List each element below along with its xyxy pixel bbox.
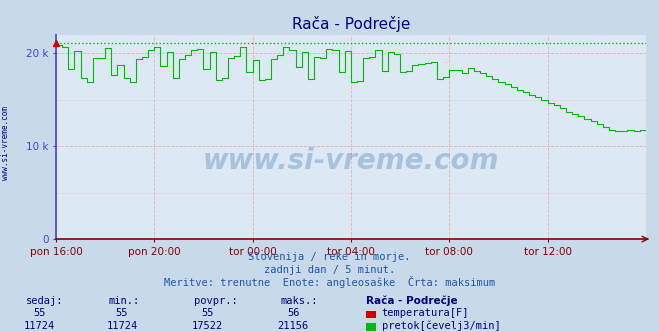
Text: 17522: 17522	[192, 321, 223, 331]
Text: 55: 55	[202, 308, 214, 318]
Text: maks.:: maks.:	[280, 296, 318, 306]
Text: povpr.:: povpr.:	[194, 296, 238, 306]
Title: Rača - Podrečje: Rača - Podrečje	[292, 16, 410, 32]
Text: sedaj:: sedaj:	[26, 296, 64, 306]
Text: www.si-vreme.com: www.si-vreme.com	[203, 147, 499, 175]
Text: www.si-vreme.com: www.si-vreme.com	[1, 106, 10, 180]
Text: pretok[čevelj3/min]: pretok[čevelj3/min]	[382, 320, 500, 331]
Text: min.:: min.:	[109, 296, 140, 306]
Text: temperatura[F]: temperatura[F]	[382, 308, 469, 318]
Text: 56: 56	[287, 308, 299, 318]
Text: 55: 55	[116, 308, 128, 318]
Text: Rača - Podrečje: Rača - Podrečje	[366, 295, 457, 306]
Text: 11724: 11724	[106, 321, 138, 331]
Text: Slovenija / reke in morje.: Slovenija / reke in morje.	[248, 252, 411, 262]
Text: Meritve: trenutne  Enote: angleosaške  Črta: maksimum: Meritve: trenutne Enote: angleosaške Črt…	[164, 276, 495, 288]
Text: 11724: 11724	[24, 321, 55, 331]
Text: zadnji dan / 5 minut.: zadnji dan / 5 minut.	[264, 265, 395, 275]
Text: 55: 55	[34, 308, 45, 318]
Text: 21156: 21156	[277, 321, 309, 331]
